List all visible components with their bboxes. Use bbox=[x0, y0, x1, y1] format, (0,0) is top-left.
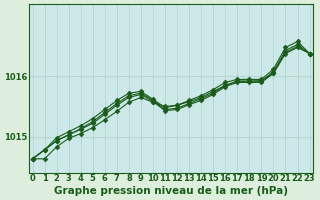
X-axis label: Graphe pression niveau de la mer (hPa): Graphe pression niveau de la mer (hPa) bbox=[54, 186, 288, 196]
